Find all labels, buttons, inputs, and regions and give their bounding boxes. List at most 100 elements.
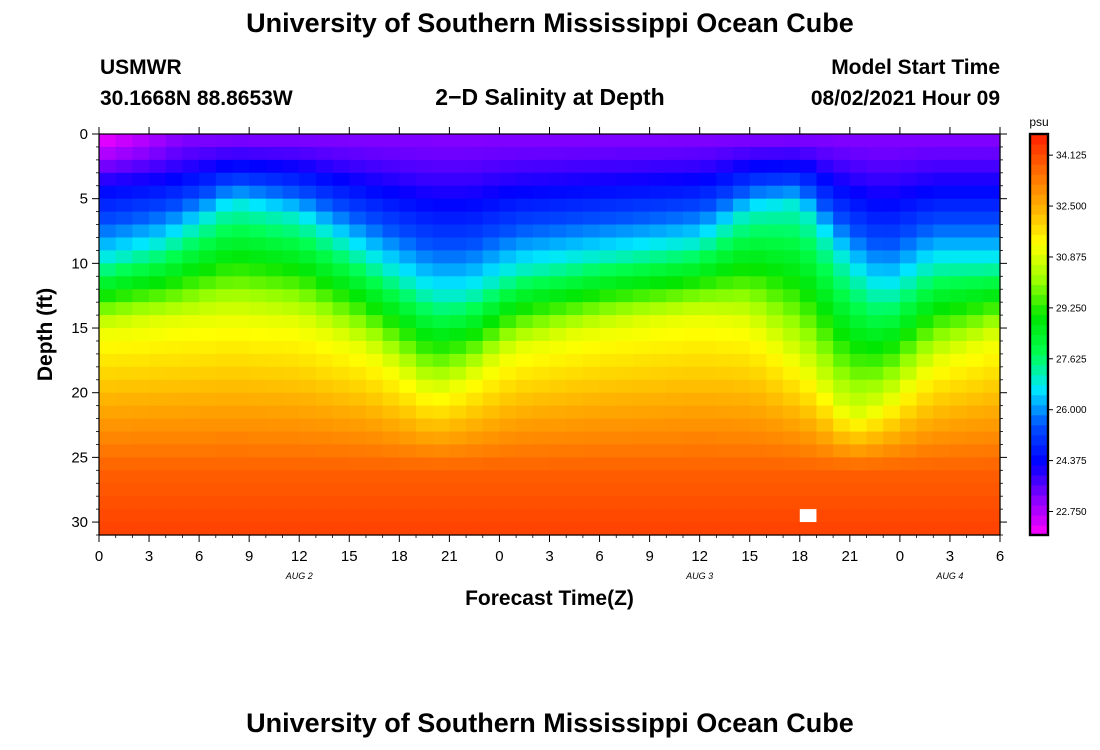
heatmap-cell — [716, 418, 734, 433]
heatmap-cell — [165, 198, 184, 213]
heatmap-cell — [382, 185, 400, 200]
colorbar-tick-label: 32.500 — [1056, 202, 1087, 213]
heatmap-cell — [616, 250, 634, 264]
heatmap-cell — [666, 185, 684, 200]
heatmap-cell — [249, 289, 267, 303]
heatmap-cell — [115, 237, 133, 252]
heatmap-cell — [299, 185, 317, 200]
heatmap-cell — [449, 522, 467, 536]
heatmap-cell — [766, 315, 784, 329]
heatmap-cell — [816, 328, 834, 342]
heatmap-cell — [833, 405, 851, 420]
heatmap-cell — [833, 263, 851, 277]
heatmap-cell — [232, 172, 250, 187]
heatmap-cell — [199, 431, 217, 446]
heatmap-cell — [299, 172, 317, 187]
heatmap-cell — [599, 198, 617, 213]
heatmap-cell — [566, 496, 584, 510]
heatmap-cell — [733, 276, 751, 290]
heatmap-cell — [115, 522, 133, 536]
heatmap-cell — [482, 172, 501, 187]
heatmap-cell — [549, 185, 567, 200]
heatmap-cell — [182, 418, 200, 433]
heatmap-cell — [599, 263, 617, 277]
heatmap-cell — [249, 431, 267, 446]
heatmap-cell — [399, 522, 417, 536]
colorbar-swatch — [1030, 274, 1048, 285]
heatmap-cell — [516, 185, 534, 200]
heatmap-cell — [682, 340, 701, 355]
heatmap-cell — [516, 392, 534, 407]
heatmap-cell — [449, 198, 467, 213]
heatmap-cell — [883, 483, 901, 497]
heatmap-cell — [816, 444, 834, 458]
heatmap-cell — [983, 405, 1001, 420]
heatmap-cell — [115, 224, 133, 239]
heatmap-cell — [849, 379, 868, 394]
heatmap-cell — [566, 134, 584, 148]
heatmap-cell — [749, 353, 768, 368]
heatmap-cell — [482, 263, 501, 277]
heatmap-cell — [816, 289, 834, 303]
heatmap-cell — [649, 250, 667, 264]
heatmap-cell — [883, 237, 901, 252]
heatmap-cell — [265, 250, 284, 264]
heatmap-cell — [132, 172, 150, 187]
heatmap-cell — [416, 328, 434, 342]
heatmap-cell — [416, 392, 434, 407]
heatmap-cell — [516, 250, 534, 264]
heatmap-cell — [532, 276, 551, 290]
heatmap-cell — [632, 405, 651, 420]
heatmap-cell — [699, 392, 717, 407]
heatmap-cell — [432, 185, 450, 200]
heatmap-cell — [249, 353, 267, 368]
heatmap-cell — [249, 418, 267, 433]
heatmap-cell — [783, 224, 801, 239]
heatmap-cell — [149, 431, 167, 446]
heatmap-cell — [966, 224, 984, 239]
heatmap-cell — [232, 444, 250, 458]
heatmap-cell — [716, 224, 734, 239]
heatmap-cell — [416, 237, 434, 252]
heatmap-cell — [432, 134, 450, 148]
heatmap-cell — [783, 457, 801, 471]
heatmap-cell — [299, 366, 317, 381]
heatmap-cell — [649, 146, 667, 161]
heatmap-cell — [933, 392, 951, 407]
heatmap-cell — [365, 146, 384, 161]
heatmap-cell — [349, 444, 367, 458]
colorbar-swatch — [1030, 384, 1048, 396]
heatmap-cell — [966, 146, 984, 161]
heatmap-cell — [899, 276, 918, 290]
heatmap-cell — [899, 315, 918, 329]
heatmap-cell — [549, 237, 567, 252]
heatmap-cell — [833, 418, 851, 433]
heatmap-cell — [599, 172, 617, 187]
heatmap-cell — [682, 250, 701, 264]
heatmap-cell — [149, 328, 167, 342]
heatmap-cell — [933, 276, 951, 290]
heatmap-cell — [983, 444, 1001, 458]
heatmap-cell — [783, 276, 801, 290]
heatmap-cell — [899, 457, 918, 471]
heatmap-cell — [549, 198, 567, 213]
heatmap-cell — [516, 198, 534, 213]
heatmap-cell — [215, 509, 234, 523]
colorbar-swatch — [1030, 424, 1048, 436]
heatmap-cell — [499, 470, 517, 484]
heatmap-cell — [416, 224, 434, 239]
heatmap-cell — [883, 405, 901, 420]
heatmap-cell — [449, 366, 467, 381]
heatmap-cell — [482, 276, 501, 290]
heatmap-cell — [349, 134, 367, 148]
heatmap-cell — [949, 418, 968, 433]
heatmap-cell — [215, 496, 234, 510]
heatmap-cell — [265, 328, 284, 342]
heatmap-cell — [532, 470, 551, 484]
heatmap-cell — [833, 159, 851, 174]
heatmap-cell — [966, 366, 984, 381]
heatmap-cell — [332, 522, 350, 536]
heatmap-cell — [849, 418, 868, 433]
heatmap-cell — [149, 392, 167, 407]
heatmap-cell — [282, 289, 300, 303]
